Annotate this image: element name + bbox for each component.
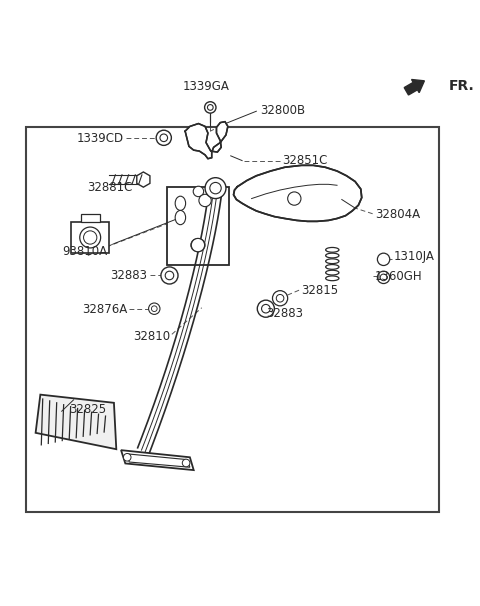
Bar: [167, 187, 229, 265]
Polygon shape: [36, 395, 116, 449]
Circle shape: [204, 102, 216, 113]
Circle shape: [210, 182, 221, 194]
Circle shape: [151, 306, 157, 311]
Circle shape: [80, 227, 101, 248]
Polygon shape: [185, 122, 228, 159]
Polygon shape: [137, 172, 150, 187]
Circle shape: [161, 267, 178, 284]
Circle shape: [257, 300, 275, 318]
Text: 32810: 32810: [133, 330, 170, 343]
Text: 32883: 32883: [110, 269, 147, 282]
Circle shape: [288, 192, 301, 205]
Circle shape: [149, 303, 160, 315]
Circle shape: [205, 178, 226, 199]
Text: 1339GA: 1339GA: [183, 80, 230, 93]
Text: 1339CD: 1339CD: [76, 132, 123, 145]
FancyArrow shape: [404, 79, 424, 95]
Circle shape: [199, 195, 211, 207]
Text: 32804A: 32804A: [375, 208, 420, 221]
Polygon shape: [121, 450, 194, 470]
Text: 32881C: 32881C: [87, 181, 133, 195]
Text: 1310JA: 1310JA: [394, 250, 435, 264]
Circle shape: [165, 271, 174, 280]
Ellipse shape: [175, 210, 186, 225]
Circle shape: [84, 231, 97, 244]
Bar: [71, 222, 109, 253]
Circle shape: [182, 459, 190, 467]
Bar: [81, 214, 100, 222]
Circle shape: [123, 453, 131, 461]
Circle shape: [377, 271, 390, 284]
Text: 32815: 32815: [301, 284, 338, 297]
Circle shape: [377, 253, 390, 265]
Circle shape: [193, 186, 204, 197]
Circle shape: [156, 130, 171, 145]
Circle shape: [273, 291, 288, 306]
Circle shape: [380, 274, 387, 281]
Text: 93810A: 93810A: [62, 245, 107, 258]
Bar: [26, 127, 439, 512]
Circle shape: [192, 238, 204, 251]
Circle shape: [160, 134, 168, 142]
Circle shape: [262, 304, 270, 313]
Text: 1360GH: 1360GH: [375, 270, 423, 283]
Text: FR.: FR.: [449, 79, 474, 93]
Text: 32883: 32883: [266, 307, 303, 320]
Text: 32825: 32825: [69, 403, 106, 416]
Ellipse shape: [191, 238, 205, 251]
Text: 32876A: 32876A: [82, 302, 127, 316]
Ellipse shape: [175, 196, 186, 210]
Circle shape: [276, 295, 284, 302]
Text: 32851C: 32851C: [282, 154, 328, 167]
Polygon shape: [234, 165, 362, 221]
Circle shape: [207, 105, 213, 110]
Text: 32800B: 32800B: [260, 104, 305, 117]
